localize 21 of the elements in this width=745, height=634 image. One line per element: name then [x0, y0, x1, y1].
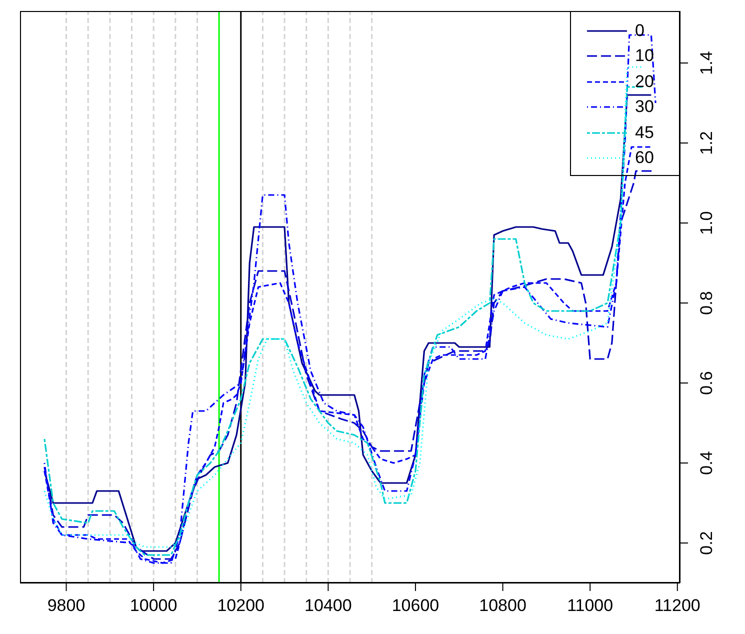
x-tick-label: 10800: [479, 596, 526, 616]
legend-label: 10: [635, 46, 654, 66]
x-tick-label: 11200: [654, 596, 700, 616]
x-tick-label: 10400: [304, 596, 352, 616]
legend-label: 20: [635, 72, 654, 92]
legend-label: 60: [635, 148, 654, 168]
x-tick-label: 10200: [217, 596, 265, 616]
x-tick-label: 9800: [47, 596, 86, 616]
legend-label: 45: [635, 122, 654, 143]
x-tick-label: 10000: [130, 596, 178, 616]
legend-label: 30: [635, 97, 654, 118]
y-tick-label: 0.2: [697, 531, 716, 555]
y-tick-label: 0.8: [697, 291, 716, 315]
y-tick-label: 1.0: [697, 211, 716, 235]
x-tick-label: 11000: [567, 596, 614, 616]
x-tick-label: 10600: [392, 596, 440, 616]
y-tick-label: 0.4: [697, 451, 716, 475]
y-tick-label: 0.6: [697, 371, 716, 395]
y-tick-label: 1.2: [697, 131, 716, 155]
y-tick-label: 1.4: [697, 51, 716, 75]
legend-label: 0: [635, 20, 644, 41]
